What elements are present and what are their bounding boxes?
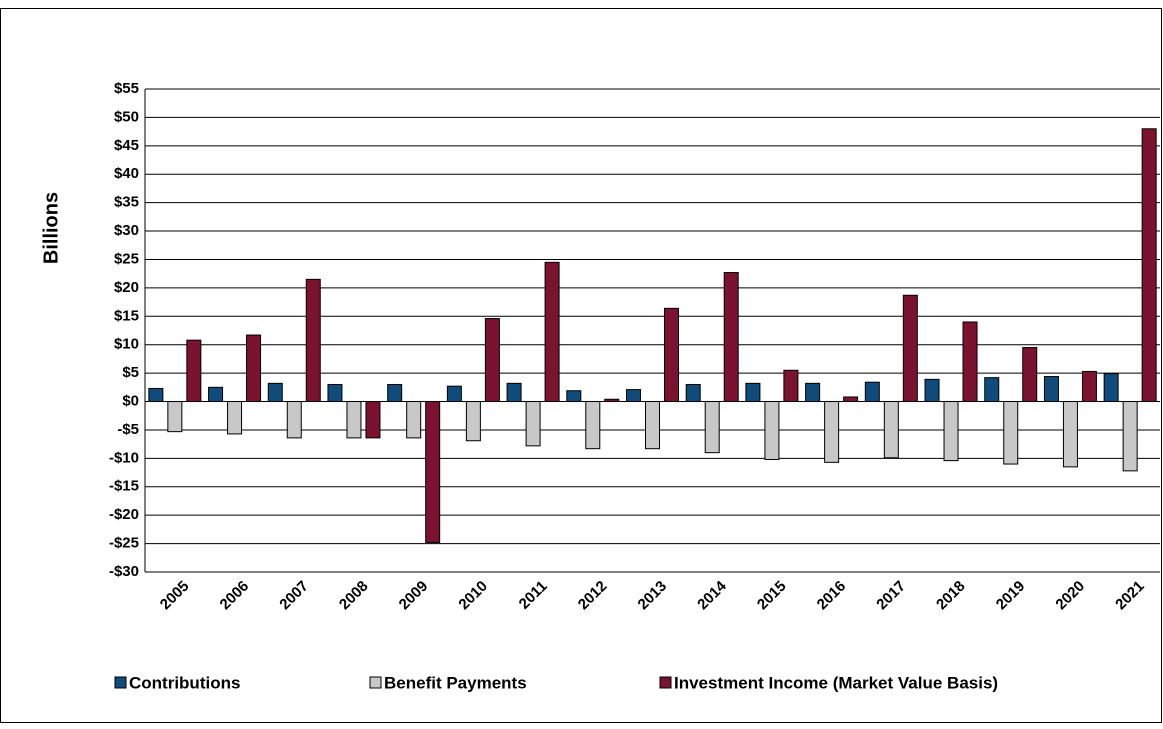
bar [286, 401, 302, 439]
legend-label: Investment Income (Market Value Basis) [674, 673, 998, 692]
chart-border [0, 8, 1162, 723]
y-tick-label: $25 [114, 250, 139, 267]
bar [525, 401, 541, 447]
bar [1043, 376, 1059, 403]
y-tick-label: $0 [122, 392, 139, 409]
bar [406, 401, 422, 439]
bar [604, 398, 620, 403]
bar [745, 382, 761, 403]
legend-swatch [369, 676, 382, 689]
bar [484, 318, 500, 403]
bar [1141, 128, 1157, 403]
legend-swatch [114, 676, 127, 689]
y-tick-label: -$30 [109, 563, 139, 580]
bar [425, 401, 441, 543]
bar [764, 401, 780, 460]
y-tick-label: $5 [122, 364, 139, 381]
bar [723, 272, 739, 403]
bar [902, 294, 918, 403]
bar [167, 401, 183, 433]
bar [446, 385, 462, 403]
bar [984, 377, 1000, 403]
bar [704, 401, 720, 454]
bar [685, 383, 701, 403]
bar [585, 401, 601, 450]
bar [962, 321, 978, 403]
bar [327, 383, 343, 403]
bar [664, 307, 679, 403]
bar [148, 387, 164, 403]
bar [227, 401, 243, 435]
y-tick-label: -$10 [109, 449, 139, 466]
bar [346, 401, 362, 439]
y-tick-label: $35 [114, 194, 139, 211]
y-tick-label: $40 [114, 165, 139, 182]
bar [864, 381, 880, 403]
y-tick-label: $30 [114, 222, 139, 239]
legend-label: Contributions [129, 673, 240, 692]
y-tick-label: $20 [114, 279, 139, 296]
bar [387, 383, 403, 403]
bar [208, 386, 224, 403]
y-tick-label: -$15 [109, 478, 139, 495]
bar [924, 378, 940, 403]
bar [805, 382, 821, 403]
bar [843, 396, 859, 403]
y-tick-label: -$5 [117, 421, 139, 438]
bar [1022, 347, 1038, 403]
bar [544, 261, 560, 403]
bar [365, 401, 381, 439]
bar [305, 278, 321, 403]
bar [943, 401, 959, 462]
bar [246, 334, 262, 403]
bar [783, 369, 799, 403]
bar [465, 401, 481, 442]
bar [506, 382, 522, 403]
y-tick-label: $45 [114, 137, 139, 154]
bar [1081, 370, 1097, 403]
bar [645, 401, 660, 450]
y-tick-label: -$20 [109, 506, 139, 523]
bar [824, 401, 840, 463]
y-axis-label: Billions [40, 192, 62, 264]
legend-label: Benefit Payments [384, 673, 527, 692]
bar [186, 339, 202, 403]
bar [1103, 373, 1119, 403]
legend-swatch [659, 676, 672, 689]
bar [1062, 401, 1078, 468]
bar [1003, 401, 1019, 465]
y-tick-label: -$25 [109, 535, 139, 552]
y-tick-label: $50 [114, 108, 139, 125]
bar [566, 390, 582, 403]
y-tick-label: $10 [114, 336, 139, 353]
bar [1122, 401, 1138, 472]
y-tick-label: $15 [114, 307, 139, 324]
bar [883, 401, 899, 459]
bar [267, 382, 283, 403]
bar [626, 389, 641, 403]
y-tick-label: $55 [114, 80, 139, 97]
